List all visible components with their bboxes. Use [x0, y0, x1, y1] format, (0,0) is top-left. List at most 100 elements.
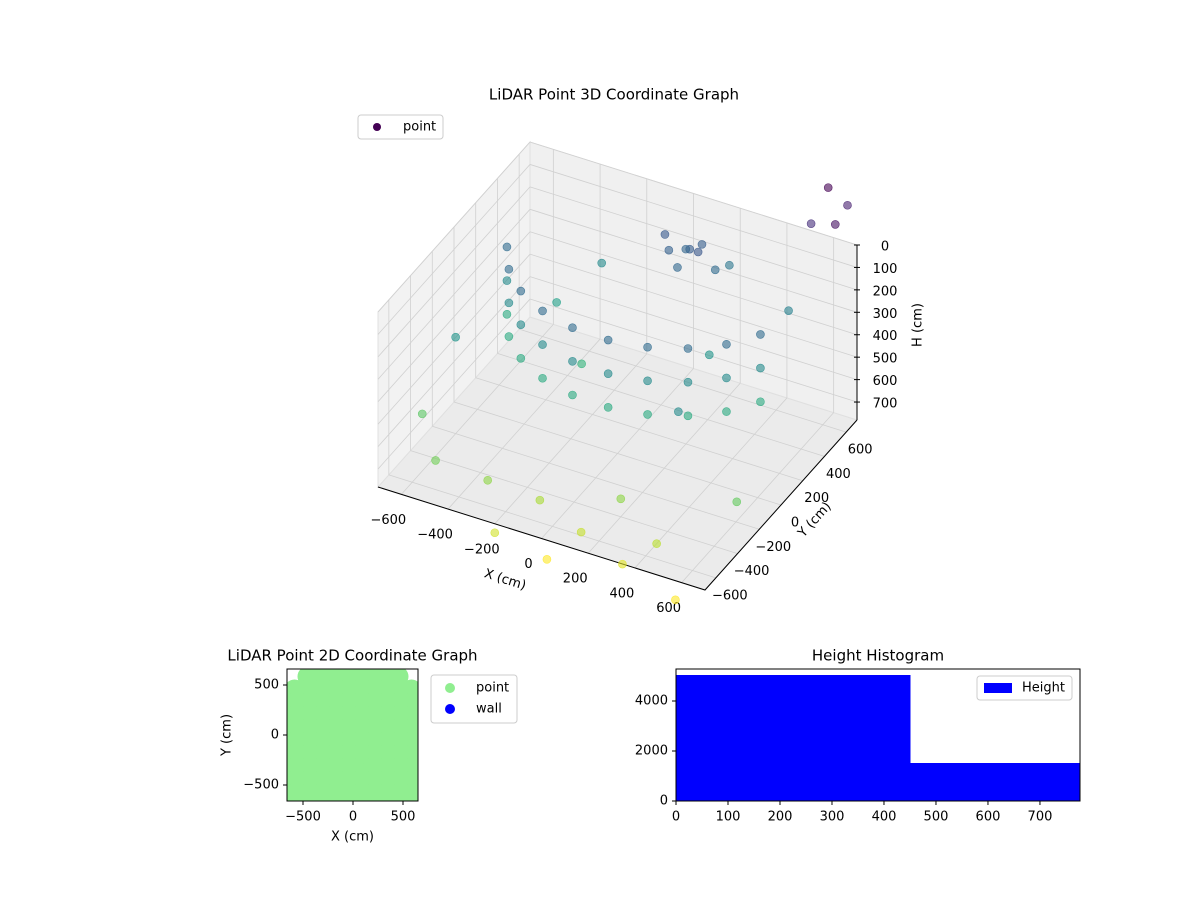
x-tick-label: −600	[370, 513, 406, 528]
point	[732, 497, 742, 507]
grid-line	[529, 186, 858, 291]
grid-line	[475, 377, 803, 482]
z-tick-label: 100	[873, 262, 898, 277]
grid-line	[377, 298, 531, 470]
point	[725, 260, 734, 270]
z-tick-label: 600	[873, 374, 898, 389]
point	[542, 555, 552, 564]
point	[516, 286, 526, 296]
legend-marker	[445, 683, 455, 693]
point	[722, 339, 731, 349]
x-tick-label: 400	[610, 586, 635, 601]
point	[538, 373, 547, 383]
legend-marker	[373, 123, 381, 131]
point	[674, 407, 683, 416]
bar	[910, 763, 1080, 801]
point	[538, 306, 547, 316]
legend-label: point	[476, 681, 509, 696]
z-tick-label: 500	[873, 352, 898, 367]
point	[483, 475, 493, 485]
grid-line	[519, 328, 847, 433]
legend-swatch	[984, 683, 1012, 693]
grid-line	[377, 231, 531, 403]
x-tick-label: 500	[391, 810, 416, 825]
point	[722, 373, 731, 383]
x-tick-label: 500	[924, 810, 949, 825]
grid-line	[529, 208, 858, 313]
y-tick-label: 2000	[635, 744, 668, 759]
point	[502, 242, 512, 252]
bar	[676, 675, 911, 801]
point	[660, 230, 670, 239]
z-tick-label: 300	[873, 307, 898, 322]
x-tick-label: −200	[464, 542, 500, 557]
x-tick-label: 600	[656, 601, 681, 616]
point	[577, 359, 586, 369]
y-tick-label: −500	[243, 778, 279, 793]
x-tick-label: 300	[820, 810, 845, 825]
point	[597, 258, 607, 268]
point	[643, 410, 652, 419]
chart-title: LiDAR Point 2D Coordinate Graph	[227, 647, 477, 665]
point	[681, 244, 691, 254]
grid-line	[529, 276, 858, 380]
grid-line	[377, 164, 531, 335]
point	[603, 369, 613, 378]
grid-line	[529, 298, 858, 403]
grid-line	[529, 253, 858, 358]
point	[535, 495, 545, 505]
point	[843, 200, 852, 210]
grid-line	[377, 141, 531, 313]
legend-marker	[445, 704, 455, 714]
x-tick-label: 100	[716, 810, 741, 825]
z-tick-label: 400	[873, 329, 898, 344]
y-tick-label: 400	[826, 467, 851, 482]
y-tick-label: 200	[804, 491, 829, 506]
point	[603, 335, 613, 345]
x-tick-label: −400	[417, 528, 453, 543]
point	[502, 276, 512, 285]
point	[576, 527, 586, 537]
grid-line	[377, 276, 531, 447]
point	[568, 390, 577, 400]
grid-line	[529, 141, 858, 246]
axis-line	[377, 419, 858, 591]
point	[502, 309, 512, 319]
point	[683, 411, 693, 421]
point	[618, 559, 627, 569]
legend-label: wall	[476, 702, 502, 717]
point	[697, 240, 707, 249]
x-tick-label: 0	[349, 810, 357, 825]
z-tick-label: 200	[873, 284, 898, 299]
y-tick-label: 500	[254, 678, 279, 693]
grid-line	[529, 164, 858, 268]
y-tick-label: −400	[734, 564, 770, 579]
y-tick-label: 600	[848, 443, 873, 458]
y-tick-label: −600	[712, 588, 748, 603]
point	[756, 363, 765, 373]
x-tick-label: 0	[524, 557, 532, 572]
y-tick-label: 4000	[635, 694, 668, 709]
z-tick-label: 700	[873, 397, 898, 412]
x-tick-label: 200	[768, 810, 793, 825]
chart-title: LiDAR Point 3D Coordinate Graph	[489, 86, 739, 104]
point	[704, 350, 714, 360]
grid-line	[529, 231, 858, 336]
point	[603, 403, 613, 412]
point	[693, 247, 703, 257]
legend-label: point	[403, 120, 436, 135]
x-tick-label: −500	[285, 810, 321, 825]
point	[504, 264, 514, 274]
point	[490, 528, 500, 538]
point	[538, 340, 547, 349]
grid-line	[377, 186, 531, 358]
x-axis-label: X (cm)	[331, 830, 374, 845]
point	[643, 376, 652, 386]
point	[616, 494, 626, 504]
point	[431, 456, 440, 465]
point	[756, 397, 765, 407]
grid-line	[410, 450, 738, 554]
legend-box	[976, 675, 1073, 701]
point	[417, 409, 427, 419]
